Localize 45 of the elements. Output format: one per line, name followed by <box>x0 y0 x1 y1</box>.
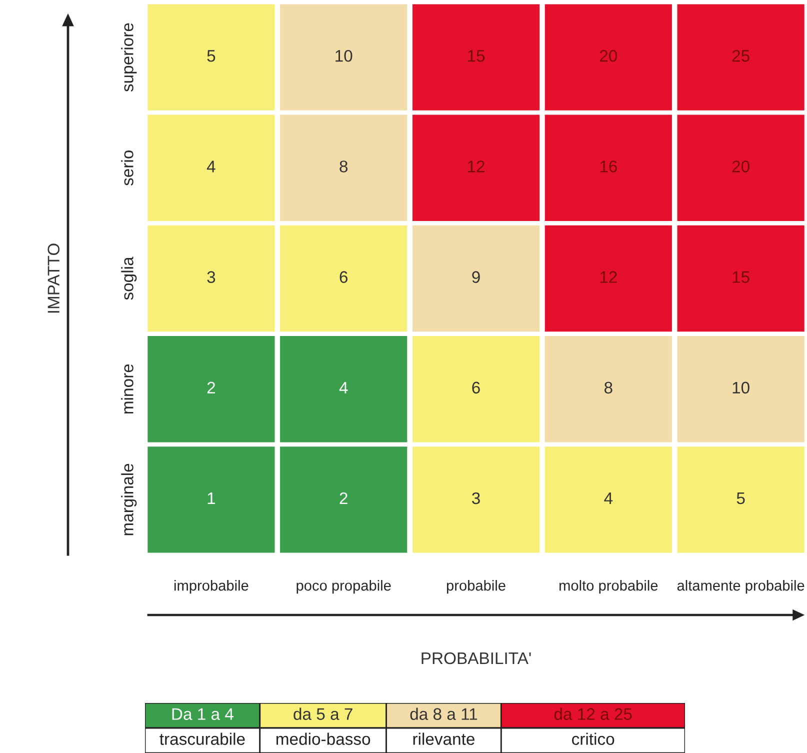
data-label: 25 <box>732 50 750 62</box>
data-label: 8 <box>604 382 612 394</box>
text: trascurabile <box>160 732 245 745</box>
data-label: 16 <box>600 160 617 172</box>
text: da 12 a 25 <box>554 708 632 720</box>
data-label: 3 <box>472 492 480 504</box>
y-tick-label: superiore <box>121 23 137 92</box>
data-label: 15 <box>732 271 750 283</box>
data-label: 6 <box>472 382 480 394</box>
data-label: 8 <box>340 160 348 172</box>
text: da 8 a 11 <box>410 708 478 720</box>
data-label: 1 <box>208 492 216 504</box>
x-tick-label: altamente probabile <box>677 580 804 594</box>
data-label: 15 <box>468 50 485 62</box>
x-axis-title: PROBABILITA' <box>422 652 531 664</box>
data-label: 10 <box>732 382 750 394</box>
data-label: 20 <box>600 50 618 62</box>
data-label: 3 <box>207 271 216 283</box>
x-tick-label: improbabile <box>174 580 248 594</box>
data-label: 12 <box>600 271 617 283</box>
y-tick-label: soglia <box>121 256 137 300</box>
data-label: 6 <box>340 271 348 283</box>
y-tick-label: minore <box>121 364 134 414</box>
text: da 5 a 7 <box>294 708 352 720</box>
data-label: 2 <box>340 492 348 504</box>
text: critico <box>572 732 614 745</box>
data-label: 4 <box>206 160 216 172</box>
text: Da 1 a 4 <box>172 708 234 720</box>
x-tick-label: poco propabile <box>296 580 391 594</box>
data-label: 10 <box>336 50 352 62</box>
x-tick-label: probabile <box>446 580 506 594</box>
data-label: 20 <box>732 160 750 172</box>
data-label: 4 <box>604 492 613 504</box>
x-tick-label: molto probabile <box>560 580 658 594</box>
data-label: 2 <box>207 382 215 394</box>
y-tick-label: marginale <box>121 464 137 536</box>
text: rilevante <box>413 732 474 745</box>
y-tick-label: serio <box>121 150 134 186</box>
data-label: 5 <box>207 50 216 62</box>
data-label: 12 <box>468 160 484 172</box>
data-label: 9 <box>472 271 480 283</box>
y-axis-title: IMPATTO <box>48 244 60 313</box>
data-label: 4 <box>339 382 348 394</box>
text: medio-basso <box>276 732 370 745</box>
data-label: 5 <box>736 492 745 504</box>
